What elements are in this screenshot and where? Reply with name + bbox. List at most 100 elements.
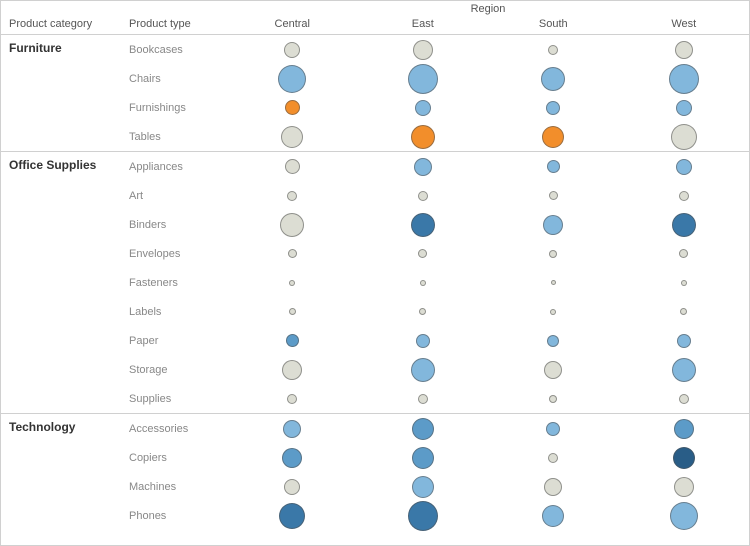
product-type-label: Chairs — [129, 73, 227, 85]
category-label: Office Supplies — [1, 152, 129, 413]
bubble — [285, 159, 300, 174]
header-type: Product type — [129, 18, 227, 34]
bubble — [674, 477, 694, 497]
bubble-cell — [488, 447, 619, 469]
row-cells — [227, 334, 749, 348]
bubble-cell — [619, 280, 750, 286]
bubble-cell — [358, 64, 489, 94]
bubble-cell — [358, 394, 489, 404]
bubble — [414, 158, 432, 176]
table-row: Fasteners — [129, 268, 749, 297]
bubble — [418, 394, 428, 404]
row-cells — [227, 100, 749, 116]
bubble — [681, 280, 687, 286]
bubble — [285, 100, 300, 115]
header-col-east: East — [358, 18, 489, 34]
bubble — [548, 45, 558, 55]
product-type-label: Storage — [129, 364, 227, 376]
product-type-label: Supplies — [129, 393, 227, 405]
bubble — [282, 448, 302, 468]
product-type-label: Envelopes — [129, 248, 227, 260]
bubble-cell — [619, 64, 750, 94]
row-cells — [227, 213, 749, 237]
bubble — [675, 41, 693, 59]
bubble-cell — [488, 64, 619, 94]
row-cells — [227, 249, 749, 258]
bubble — [278, 65, 306, 93]
bubble-cell — [227, 418, 358, 440]
product-type-label: Labels — [129, 306, 227, 318]
table-row: Tables — [129, 122, 749, 151]
bubble-cell — [358, 501, 489, 531]
bubble-cell — [358, 308, 489, 315]
bubble — [549, 250, 557, 258]
bubble — [547, 335, 559, 347]
row-cells — [227, 40, 749, 60]
bubble-cell — [227, 308, 358, 315]
bubble-cell — [227, 394, 358, 404]
bubble-cell — [488, 476, 619, 498]
product-type-label: Furnishings — [129, 102, 227, 114]
bubble-cell — [227, 334, 358, 348]
bubble — [283, 420, 301, 438]
bubble-cell — [619, 249, 750, 258]
bubble — [677, 334, 691, 348]
bubble — [282, 360, 302, 380]
row-cells — [227, 447, 749, 469]
bubble — [288, 249, 297, 258]
product-type-label: Fasteners — [129, 277, 227, 289]
bubble — [542, 505, 564, 527]
bubble — [670, 502, 698, 530]
product-type-label: Bookcases — [129, 44, 227, 56]
bubble — [412, 447, 434, 469]
bubble-cell — [227, 64, 358, 94]
bubble-cell — [358, 334, 489, 348]
row-cells — [227, 64, 749, 94]
bubble — [679, 249, 688, 258]
bubble-cell — [227, 213, 358, 237]
product-type-label: Tables — [129, 131, 227, 143]
header-region-title: Region — [227, 3, 749, 15]
bubble-cell — [358, 40, 489, 60]
row-cells — [227, 358, 749, 382]
bubble — [543, 215, 563, 235]
bubble-cell — [619, 358, 750, 382]
product-type-label: Accessories — [129, 423, 227, 435]
bubble-cell — [227, 501, 358, 531]
bubble-cell — [488, 280, 619, 286]
bubble-cell — [488, 213, 619, 237]
bubble — [549, 191, 558, 200]
table-row: Accessories — [129, 414, 749, 443]
bubble — [544, 478, 562, 496]
bubble-cell — [488, 501, 619, 531]
bubble-cell — [619, 40, 750, 60]
table-row: Furnishings — [129, 93, 749, 122]
bubble — [280, 213, 304, 237]
category-label: Technology — [1, 414, 129, 530]
bubble-cell — [619, 100, 750, 116]
bubble-cell — [358, 249, 489, 258]
bubble-cell — [227, 280, 358, 286]
bubble — [411, 213, 435, 237]
header-row: Product category Product type Region Cen… — [1, 1, 749, 35]
product-type-label: Binders — [129, 219, 227, 231]
bubble-cell — [227, 191, 358, 201]
table-row: Bookcases — [129, 35, 749, 64]
bubble — [284, 42, 300, 58]
bubble-cell — [227, 358, 358, 382]
bubble-cell — [358, 191, 489, 201]
bubble — [287, 191, 297, 201]
table-row: Copiers — [129, 443, 749, 472]
row-cells — [227, 394, 749, 404]
category-rows: AppliancesArtBindersEnvelopesFastenersLa… — [129, 152, 749, 413]
bubble-cell — [358, 100, 489, 116]
bubble — [672, 213, 696, 237]
bubble — [679, 394, 689, 404]
bubble-cell — [619, 476, 750, 498]
bubble — [412, 418, 434, 440]
bubble-cell — [488, 334, 619, 348]
bubble — [420, 280, 426, 286]
bubble-cell — [358, 158, 489, 176]
product-type-label: Phones — [129, 510, 227, 522]
bubble — [413, 40, 433, 60]
